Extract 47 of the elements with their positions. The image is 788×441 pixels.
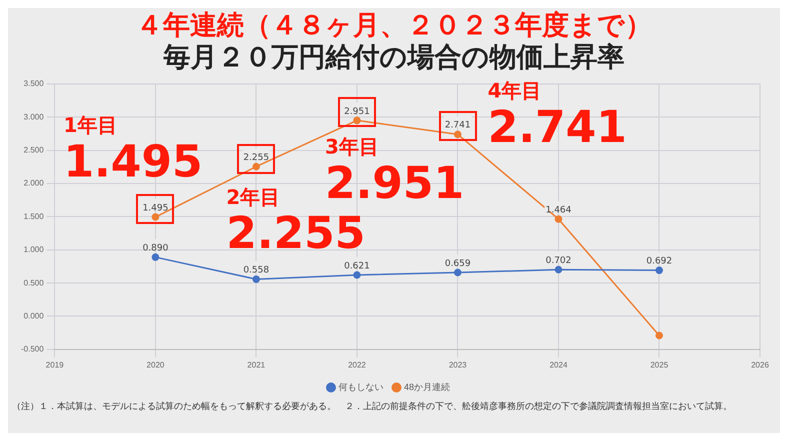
y-tick-label: 0.500 [24, 278, 44, 288]
y-tick-label: 0.000 [24, 311, 44, 320]
data-label: 0.621 [344, 261, 370, 272]
annotation: 4年目 2.741 [488, 78, 627, 153]
y-tick-label: 1.500 [24, 212, 44, 221]
legend-label: 48か月連続 [404, 382, 450, 392]
data-label: 0.890 [142, 244, 169, 254]
point [252, 275, 260, 283]
data-label: 0.558 [243, 266, 270, 276]
y-tick-label: 3.500 [24, 79, 44, 88]
x-tick-label: 2019 [46, 360, 64, 370]
x-tick-label: 2022 [348, 360, 366, 370]
y-tick-label: 2.000 [24, 178, 44, 188]
data-label: 2.255 [243, 152, 270, 163]
point [152, 213, 160, 221]
y-tick-label: 2.500 [24, 146, 44, 155]
x-tick-label: 2026 [751, 360, 770, 370]
x-tick-label: 2025 [650, 360, 669, 370]
y-tick-label: 3.000 [24, 112, 44, 122]
point [152, 253, 160, 261]
point [353, 116, 361, 124]
point [454, 268, 462, 276]
data-label: 1.464 [546, 205, 572, 216]
point [353, 271, 361, 279]
point [252, 162, 260, 170]
data-label: 0.702 [546, 256, 572, 266]
data-label: 0.659 [444, 258, 471, 269]
legend-label: 何もしない [338, 382, 384, 392]
chart-title: ４年連続（４８ヶ月、２０２３年度まで） [135, 10, 653, 42]
text: （注）１．本試算は、モデルによる試算のため幅をもって解釈する必要がある。 ２．上記の前提条件の下で、舩後靖彦事務所の想定の下で参議院調査情報担当室において試算。 [11, 402, 733, 413]
data-label: 0.692 [646, 256, 672, 267]
data-label: 1.495 [142, 203, 168, 214]
data-label: 2.951 [344, 106, 370, 117]
y-tick-label: 1.000 [24, 245, 44, 254]
x-tick-label: 2021 [247, 360, 266, 370]
chart-subtitle: 毎月２０万円給付の場合の物価上昇率 [162, 42, 626, 74]
point [554, 215, 562, 223]
y-tick-label: -0.500 [20, 344, 44, 354]
point [655, 266, 663, 274]
x-tick-label: 2023 [448, 360, 468, 370]
x-tick-label: 2024 [550, 360, 568, 370]
point [554, 266, 562, 274]
x-tick-label: 2020 [146, 360, 165, 370]
annotation: 1年目 1.495 [63, 113, 203, 188]
point [655, 332, 663, 340]
point [454, 130, 462, 138]
data-label: 2.741 [444, 120, 471, 131]
